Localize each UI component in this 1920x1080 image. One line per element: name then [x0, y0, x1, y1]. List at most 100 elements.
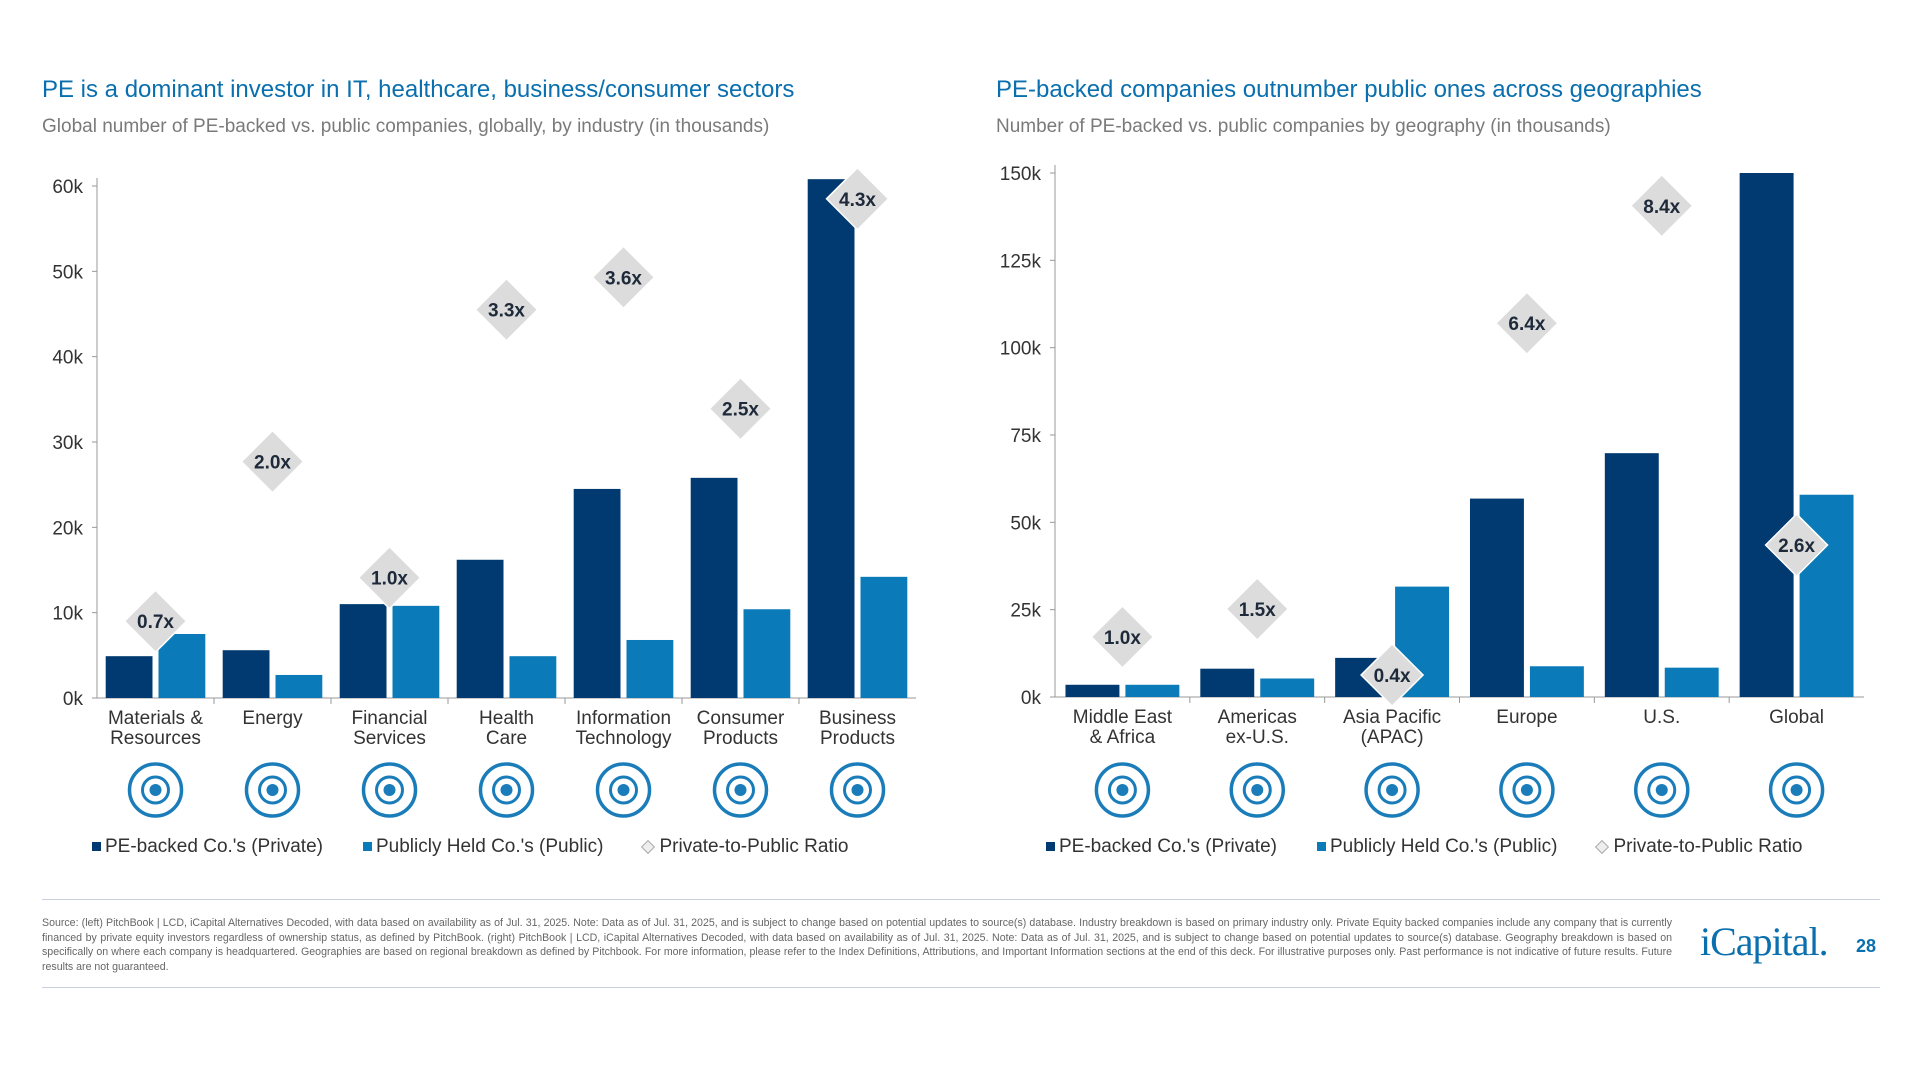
icon-glyph — [149, 784, 162, 796]
icon-glyph — [734, 784, 747, 796]
legend-label: Private-to-Public Ratio — [1613, 836, 1803, 857]
icon-glyph — [141, 775, 170, 805]
icon-glyph — [266, 784, 279, 796]
y-tick-label: 75k — [1010, 426, 1041, 447]
ratio-label: 3.6x — [605, 268, 642, 289]
ratio-diamond: 6.4x — [1494, 291, 1559, 356]
y-tick-label: 50k — [1010, 513, 1041, 534]
footer-source-text: Source: (left) PitchBook | LCD, iCapital… — [42, 917, 1672, 974]
icon-ring — [595, 762, 652, 818]
bar-private — [690, 477, 738, 698]
right-legend: PE-backed Co.'s (Private) Publicly Held … — [1046, 836, 1803, 858]
icon-glyph — [1107, 775, 1137, 805]
category-label: Products — [820, 728, 895, 749]
divider — [42, 987, 1880, 988]
divider — [42, 899, 1880, 900]
bar-private — [573, 488, 621, 698]
ratio-label: 8.4x — [1643, 197, 1680, 218]
laptop-icon — [595, 762, 652, 818]
category-label: Technology — [575, 728, 672, 749]
americas-globe-icon — [1229, 762, 1285, 818]
left-legend: PE-backed Co.'s (Private) Publicly Held … — [92, 836, 849, 858]
y-tick-label: 10k — [52, 604, 83, 625]
category-label: (APAC) — [1361, 727, 1424, 748]
sofa-icon — [829, 762, 886, 818]
legend-ratio: Private-to-Public Ratio — [1595, 836, 1803, 858]
y-tick-label: 40k — [52, 348, 83, 369]
y-tick-label: 60k — [52, 177, 83, 198]
ratio-diamond: 1.0x — [357, 545, 422, 610]
legend-public: Publicly Held Co.'s (Public) — [362, 836, 604, 858]
category-label: Middle East — [1073, 707, 1173, 728]
ratio-diamond: 1.0x — [1090, 604, 1155, 669]
icon-ring — [712, 762, 769, 818]
category-label: Financial — [351, 708, 427, 729]
legend-label: Publicly Held Co.'s (Public) — [375, 836, 604, 857]
right-chart: 0k 25k 50k 75k 100k 125k 150k Middle East& Afri… — [1000, 164, 1864, 818]
bar-public — [860, 576, 908, 698]
legend-ratio: Private-to-Public Ratio — [641, 836, 849, 858]
category-label: Americas — [1218, 707, 1297, 728]
bar-private — [105, 656, 153, 698]
left-chart: 0k 10k 20k 30k 40k 50k 60k Materials &Resources… — [52, 166, 916, 818]
ratio-label: 0.7x — [137, 612, 174, 633]
bar-private — [807, 179, 855, 698]
category-label: Health — [479, 708, 534, 729]
ratio-label: 0.4x — [1374, 666, 1411, 687]
bar-public — [392, 605, 440, 698]
building-icon — [712, 762, 769, 818]
icon-glyph — [500, 784, 513, 796]
icon-glyph — [1251, 784, 1264, 796]
icon-ring — [829, 762, 886, 818]
bar-private — [1200, 668, 1255, 697]
icon-ring — [1634, 762, 1690, 818]
icon-ring — [127, 762, 184, 818]
bar-public — [1260, 678, 1315, 697]
bar-private — [1604, 453, 1659, 697]
ratio-diamond: 3.6x — [591, 245, 656, 310]
diamond-shape — [474, 277, 539, 342]
ratio-label: 3.3x — [488, 301, 525, 322]
icon-glyph — [383, 784, 396, 796]
ratio-label: 1.0x — [371, 569, 408, 590]
icon-ring — [1768, 762, 1825, 818]
bar-public — [626, 639, 674, 698]
icon-ring — [1364, 762, 1420, 818]
icapital-logo: iCapital. — [1700, 919, 1829, 964]
bar-public — [158, 634, 206, 698]
legend-private: PE-backed Co.'s (Private) — [92, 836, 323, 858]
finance-dollar-icon — [361, 762, 418, 818]
legend-swatch-private — [1046, 842, 1055, 852]
asia-globe-icon — [1364, 762, 1420, 818]
icon-glyph — [258, 775, 287, 805]
page-number: 28 — [1856, 936, 1877, 956]
diamond-shape — [357, 545, 422, 610]
africa-globe-icon — [1094, 762, 1151, 818]
legend-swatch-public — [1316, 842, 1326, 852]
icon-glyph — [1782, 775, 1812, 805]
ratio-diamond: 4.3x — [825, 166, 890, 231]
bar-public — [275, 674, 323, 698]
ratio-diamond: 8.4x — [1629, 173, 1694, 238]
icon-glyph — [492, 775, 521, 805]
y-tick-label: 0k — [63, 689, 84, 710]
y-tick-label: 25k — [1010, 601, 1041, 622]
diamond-shape — [1629, 173, 1694, 238]
europe-globe-icon — [1499, 762, 1555, 818]
ratio-label: 2.5x — [722, 400, 759, 421]
ratio-label: 1.5x — [1239, 600, 1276, 621]
category-label: Services — [353, 728, 426, 749]
legend-label: Private-to-Public Ratio — [659, 836, 849, 857]
ratio-diamond: 1.5x — [1225, 576, 1290, 642]
y-tick-label: 30k — [52, 433, 83, 454]
diamond-shape — [240, 429, 305, 494]
legend-swatch-private — [92, 842, 101, 852]
bar-private — [222, 650, 270, 698]
diamond-shape — [1764, 512, 1829, 578]
diamond-shape — [708, 376, 773, 441]
ratio-label: 4.3x — [839, 190, 876, 211]
category-label: Materials & — [108, 708, 203, 729]
ratio-label: 6.4x — [1508, 314, 1545, 335]
legend-label: Publicly Held Co.'s (Public) — [1329, 836, 1558, 857]
ratio-label: 1.0x — [1104, 628, 1141, 649]
